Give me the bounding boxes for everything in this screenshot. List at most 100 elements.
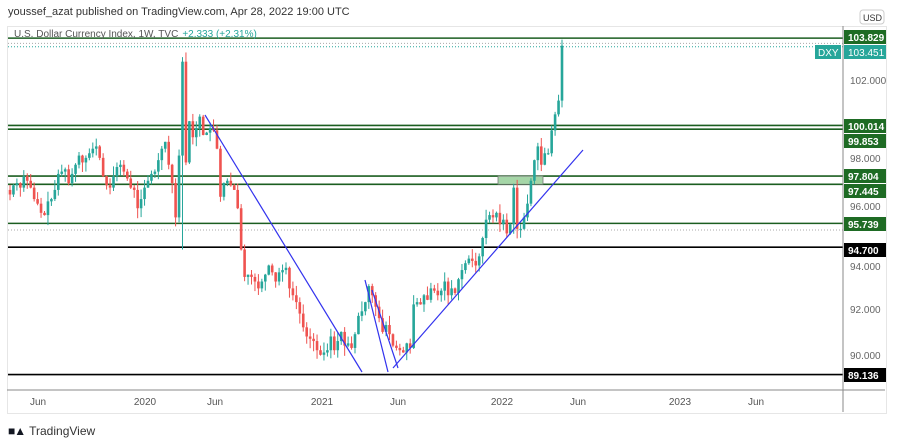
level-price-label-bg: [844, 134, 886, 148]
candle-body: [429, 288, 433, 300]
level-price-label-bg: [844, 30, 886, 44]
time-tick-label: Jun: [570, 397, 586, 408]
candle-body: [426, 295, 429, 300]
candle-body: [484, 219, 488, 239]
candle-body: [129, 178, 133, 188]
currency-badge-bg[interactable]: [859, 9, 885, 25]
candle-body: [443, 281, 446, 291]
candle-body: [22, 176, 26, 188]
candle-body: [191, 121, 195, 138]
candle-body: [402, 350, 405, 353]
candle-body: [308, 336, 312, 339]
candle-body: [115, 167, 119, 177]
candle-body: [136, 189, 139, 209]
level-price-label-bg: [844, 184, 886, 198]
candle-body: [177, 155, 181, 218]
candle-body: [132, 187, 136, 190]
candle-body: [150, 173, 153, 181]
candle-body: [336, 341, 340, 351]
tradingview-logo-icon[interactable]: ■▲: [8, 424, 26, 438]
candle-body: [84, 157, 88, 163]
time-tick-label: Jun: [30, 397, 46, 408]
candle-body: [19, 183, 22, 188]
candle-body: [384, 325, 388, 332]
candle-body: [360, 311, 364, 316]
candle-body: [364, 302, 367, 312]
candle-body: [505, 219, 509, 234]
candle-body: [157, 160, 160, 172]
candle-body: [60, 171, 64, 174]
candle-body: [53, 189, 57, 200]
candle-body: [43, 212, 46, 216]
price-tick-label: 94.000: [850, 262, 881, 273]
trendline[interactable]: [364, 279, 389, 373]
candle-body: [126, 171, 129, 179]
publish-info: youssef_azat published on TradingView.co…: [8, 6, 350, 18]
brand-name[interactable]: TradingView: [29, 424, 96, 438]
supply-demand-zone[interactable]: [497, 175, 544, 185]
level-price-label-bg: [844, 169, 886, 183]
candle-body: [29, 180, 32, 188]
candle-body: [329, 336, 333, 351]
candle-body: [398, 347, 402, 351]
level-price-label: 97.804: [848, 172, 879, 183]
candle-body: [8, 189, 12, 195]
candle-body: [529, 180, 533, 204]
candle-body: [333, 336, 336, 351]
candle-body: [446, 281, 450, 296]
candle-body: [288, 267, 291, 289]
candle-body: [436, 290, 440, 296]
candle-body: [264, 274, 267, 282]
level-price-label-bg: [844, 119, 886, 133]
candle-body: [471, 258, 474, 261]
candle-body: [201, 116, 205, 135]
trendline[interactable]: [204, 114, 363, 373]
candle-body: [457, 279, 460, 293]
price-tick-label: 98.000: [850, 154, 881, 165]
candle-body: [453, 288, 457, 293]
candle-body: [74, 164, 77, 174]
currency-badge[interactable]: USD: [863, 13, 883, 23]
candle-body: [270, 265, 274, 273]
candle-body: [122, 164, 126, 172]
footer: ■▲ TradingView: [8, 424, 95, 438]
candle-body: [560, 45, 564, 101]
candle-body: [422, 295, 426, 305]
time-tick-label: Jun: [207, 397, 223, 408]
level-price-label-bg: [844, 217, 886, 231]
trendline[interactable]: [392, 149, 584, 369]
candle-body: [439, 290, 443, 296]
candle-body: [291, 288, 295, 296]
candle-body: [32, 187, 36, 200]
candle-body: [205, 132, 208, 135]
candle-body: [253, 276, 257, 282]
candle-body: [346, 343, 350, 346]
candle-body: [284, 267, 288, 271]
candle-body: [267, 265, 271, 275]
candle-body: [105, 176, 108, 186]
candle-body: [515, 187, 519, 229]
candle-body: [353, 334, 357, 348]
candle-body: [419, 302, 422, 305]
candle-body: [508, 224, 512, 234]
time-tick-label: 2020: [134, 397, 157, 408]
candle-body: [460, 270, 464, 280]
level-price-label: 97.445: [848, 187, 879, 198]
candle-body: [226, 180, 229, 184]
candle-body: [312, 338, 315, 342]
candle-body: [533, 160, 536, 181]
candle-body: [388, 325, 391, 335]
symbol-badge: DXY: [818, 48, 839, 59]
candle-body: [319, 350, 322, 355]
candle-body: [474, 260, 478, 266]
chart-frame: [7, 26, 887, 414]
candle-body: [315, 341, 319, 351]
level-price-label: 94.700: [848, 246, 879, 257]
candle-body: [119, 164, 122, 168]
trendline[interactable]: [371, 289, 399, 369]
candle-body: [101, 157, 105, 177]
candle-body: [481, 238, 484, 257]
candle-body: [139, 199, 143, 209]
level-price-label-bg: [844, 243, 886, 257]
